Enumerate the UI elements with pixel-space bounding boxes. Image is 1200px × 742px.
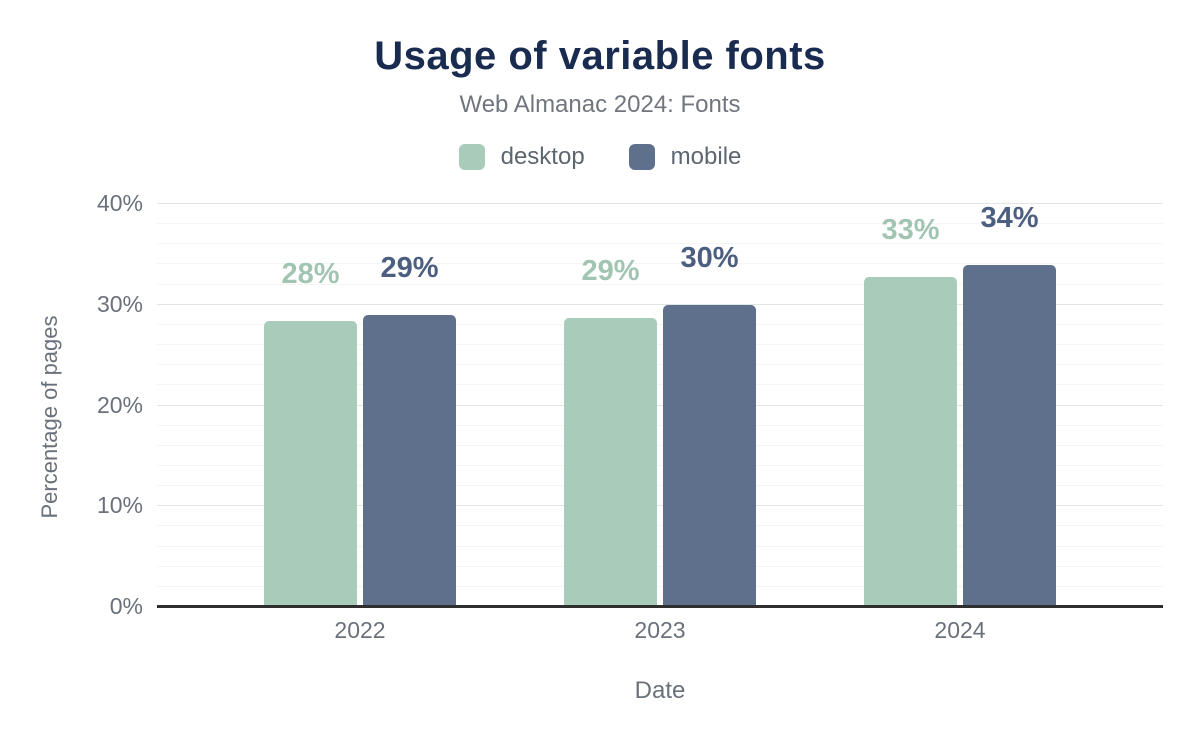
chart-subtitle: Web Almanac 2024: Fonts bbox=[459, 91, 741, 118]
bar-mobile-2022 bbox=[363, 314, 456, 607]
x-axis-title: Date bbox=[634, 677, 686, 704]
y-tick-30%: 30% bbox=[96, 290, 143, 317]
x-axis-line bbox=[157, 605, 1163, 608]
bar-label-mobile-2022: 29% bbox=[380, 251, 439, 284]
minor-gridline-6 bbox=[157, 545, 1163, 547]
desktop-legend-swatch bbox=[458, 144, 485, 170]
bar-mobile-2023 bbox=[663, 304, 756, 607]
minor-gridline-28 bbox=[157, 323, 1163, 325]
legend-item-desktop: desktop bbox=[458, 143, 585, 171]
minor-gridline-2 bbox=[157, 585, 1163, 587]
x-tick-2022: 2022 bbox=[334, 617, 386, 643]
minor-gridline-18 bbox=[157, 424, 1163, 426]
minor-gridline-12 bbox=[157, 485, 1163, 487]
mobile-legend-swatch bbox=[628, 144, 655, 170]
y-tick-40%: 40% bbox=[96, 190, 143, 216]
minor-gridline-26 bbox=[157, 344, 1163, 346]
chart-legend: desktop mobile bbox=[0, 143, 1200, 171]
minor-gridline-38 bbox=[157, 223, 1163, 225]
major-gridline-10 bbox=[157, 505, 1163, 507]
bar-label-mobile-2024: 34% bbox=[980, 202, 1039, 235]
legend-item-mobile: mobile bbox=[628, 143, 742, 171]
bar-desktop-2024 bbox=[864, 276, 957, 607]
legend-label-desktop: desktop bbox=[500, 143, 585, 170]
plot-area: 28% 29% 29% 30% 33% 34% bbox=[157, 202, 1163, 608]
major-gridline-20 bbox=[157, 404, 1163, 406]
chart-title: Usage of variable fonts bbox=[374, 34, 826, 78]
bar-label-mobile-2023: 30% bbox=[680, 241, 739, 274]
minor-gridline-32 bbox=[157, 283, 1163, 285]
minor-gridline-22 bbox=[157, 384, 1163, 386]
y-tick-20%: 20% bbox=[96, 391, 143, 418]
minor-gridline-34 bbox=[157, 263, 1163, 265]
bar-label-desktop-2022: 28% bbox=[281, 257, 340, 290]
major-gridline-40 bbox=[157, 203, 1163, 204]
minor-gridline-4 bbox=[157, 565, 1163, 567]
y-tick-10%: 10% bbox=[96, 492, 143, 519]
x-tick-2023: 2023 bbox=[634, 617, 686, 643]
bar-label-desktop-2024: 33% bbox=[881, 213, 940, 246]
y-tick-0%: 0% bbox=[109, 593, 143, 619]
minor-gridline-14 bbox=[157, 464, 1163, 466]
minor-gridline-24 bbox=[157, 364, 1163, 366]
bar-label-desktop-2023: 29% bbox=[581, 254, 640, 287]
minor-gridline-8 bbox=[157, 525, 1163, 527]
x-tick-2024: 2024 bbox=[934, 617, 986, 643]
bar-mobile-2024 bbox=[963, 265, 1056, 607]
bar-desktop-2022 bbox=[264, 320, 357, 607]
minor-gridline-16 bbox=[157, 444, 1163, 446]
bar-desktop-2023 bbox=[564, 317, 657, 607]
legend-label-mobile: mobile bbox=[670, 143, 742, 170]
major-gridline-30 bbox=[157, 303, 1163, 305]
minor-gridline-36 bbox=[157, 243, 1163, 245]
